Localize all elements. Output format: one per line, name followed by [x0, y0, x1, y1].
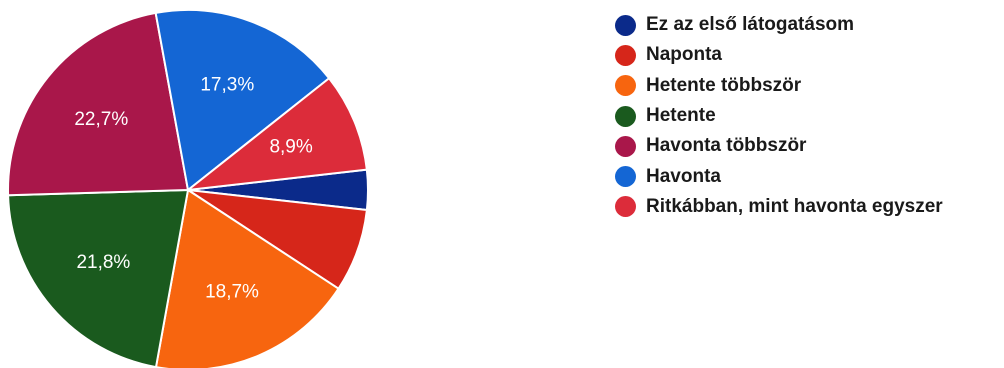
legend-swatch — [615, 105, 636, 127]
legend-item: Naponta — [615, 40, 943, 70]
slice-value-label: 17,3% — [200, 75, 254, 96]
legend-label: Hetente többször — [646, 74, 802, 96]
pie-slice[interactable] — [154, 189, 340, 368]
slice-value-label: 22,7% — [74, 109, 128, 130]
slice-value-label: 18,7% — [205, 282, 259, 303]
legend-item: Havonta — [615, 161, 943, 191]
legend-swatch — [615, 196, 636, 218]
legend-swatch — [615, 44, 636, 66]
pie-slice[interactable] — [187, 77, 368, 191]
legend-label: Naponta — [646, 44, 722, 66]
legend-item: Ez az első látogatásom — [615, 10, 943, 40]
pie-slice-labels: 18,7% 21,8% 22,7% 17,3% 8,9% — [74, 75, 312, 303]
chart-legend: Ez az első látogatásom Naponta Hetente töb… — [615, 10, 943, 222]
legend-label: Havonta többször — [646, 135, 807, 157]
legend-swatch — [615, 135, 636, 157]
pie-slice[interactable] — [7, 189, 189, 368]
pie-slice[interactable] — [7, 11, 189, 197]
legend-label: Ritkábban, mint havonta egyszer — [646, 195, 943, 217]
legend-swatch — [615, 166, 636, 188]
legend-label: Ez az első látogatásom — [646, 14, 855, 36]
pie-slice[interactable] — [154, 9, 331, 191]
legend-item: Hetente — [615, 101, 943, 131]
slice-value-label: 8,9% — [269, 136, 312, 157]
legend-item: Ritkábban, mint havonta egyszer — [615, 192, 943, 222]
legend-label: Havonta — [646, 165, 721, 187]
slice-value-label: 21,8% — [76, 252, 130, 273]
legend-item: Havonta többször — [615, 131, 943, 161]
legend-swatch — [615, 75, 636, 97]
legend-swatch — [615, 14, 636, 36]
pie-slices — [7, 9, 369, 368]
pie-chart: 18,7% 21,8% 22,7% 17,3% 8,9% — [7, 9, 369, 368]
legend-item: Hetente többször — [615, 71, 943, 101]
legend-label: Hetente — [646, 105, 716, 127]
